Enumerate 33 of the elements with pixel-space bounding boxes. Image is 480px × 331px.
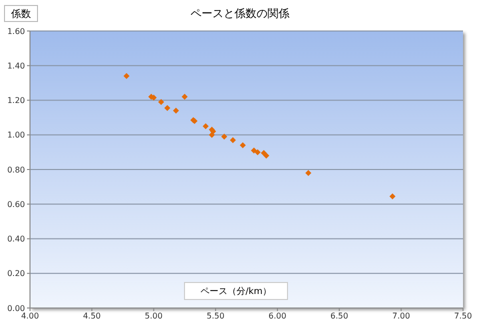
point [240,142,246,148]
point [182,94,188,100]
y-tick-label: 1.60 [7,26,25,36]
x-tick-label: 7.50 [454,312,472,321]
point [389,193,396,200]
y-tick-label: 0.20 [7,269,25,278]
x-tick-label: 5.50 [206,312,224,321]
point [250,147,257,154]
y-tick-label: 0.00 [7,304,25,313]
y-tick-label: 1.00 [7,130,25,140]
x-axis-title: ペース（分/km） [184,285,288,298]
y-tick-label: 0.80 [7,165,25,174]
x-tick-label: 4.50 [82,312,101,321]
chart-title: ペースと係数の関係 [190,7,290,20]
point [123,73,130,80]
point [230,137,236,144]
y-tick-label: 1.20 [7,96,25,106]
y-tick-label: 0.60 [7,200,25,209]
x-tick-label: 5.00 [144,312,163,321]
point [221,134,228,140]
x-tick-label: 4.00 [21,312,39,321]
x-tick-label: 6.50 [330,312,348,321]
x-tick-label: 6.00 [268,312,286,321]
y-tick-label: 1.40 [7,61,25,70]
point [254,149,261,156]
x-tick-label: 7.00 [392,312,410,321]
point [158,98,164,105]
point [263,152,270,159]
point [172,108,179,114]
point [164,105,170,112]
point [202,123,209,130]
point [305,170,312,176]
y-tick-label: 0.40 [7,234,25,244]
